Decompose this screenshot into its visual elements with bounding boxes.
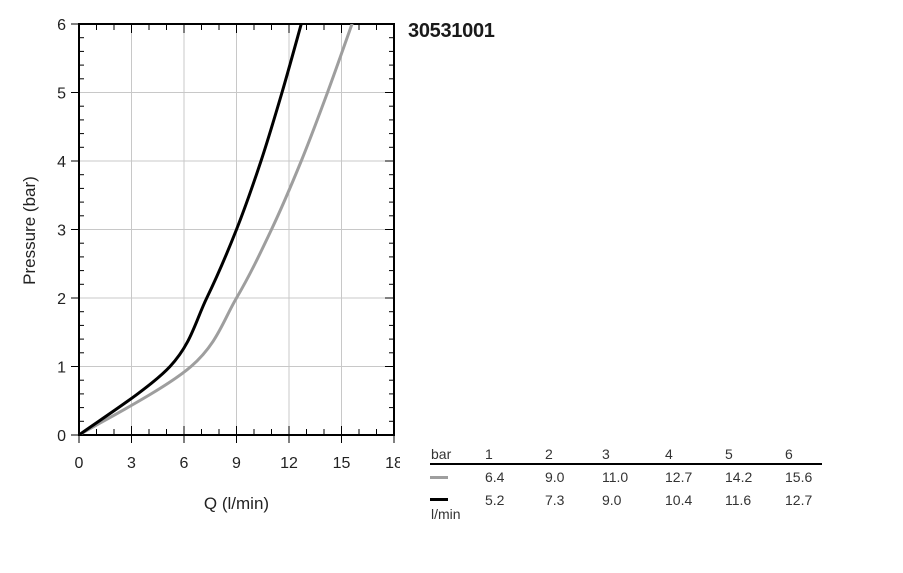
x-axis-title: Q (l/min) xyxy=(204,494,269,513)
x-tick-label: 0 xyxy=(75,455,84,472)
legend-swatch-gray xyxy=(430,476,448,479)
table-header-rule xyxy=(430,463,822,465)
table-cell: 11.0 xyxy=(602,469,629,485)
table-cell: 9.0 xyxy=(602,492,622,508)
series-line-gray xyxy=(79,24,354,435)
table-cell: 9.0 xyxy=(545,469,565,485)
series-line-black xyxy=(79,24,303,435)
y-tick-label: 2 xyxy=(57,291,66,308)
y-tick-label: 0 xyxy=(57,428,66,445)
x-tick-label: 3 xyxy=(127,455,136,472)
legend-swatch-black xyxy=(430,498,448,501)
y-tick-label: 1 xyxy=(57,360,66,377)
x-tick-label: 6 xyxy=(180,455,189,472)
y-tick-label: 6 xyxy=(57,17,66,34)
y-axis-title: Pressure (bar) xyxy=(20,176,39,285)
x-tick-label: 15 xyxy=(333,455,351,472)
table-header-pressure: 2 xyxy=(545,446,553,462)
table-header-pressure: 5 xyxy=(725,446,733,462)
y-tick-label: 3 xyxy=(57,223,66,240)
table-cell: 6.4 xyxy=(485,469,505,485)
x-tick-label: 12 xyxy=(280,455,298,472)
table-cell: 12.7 xyxy=(785,492,813,508)
table-cell: 12.7 xyxy=(665,469,693,485)
table-header-unit: bar xyxy=(431,446,452,462)
table-header-pressure: 1 xyxy=(485,446,493,462)
y-tick-label: 5 xyxy=(57,86,66,103)
x-tick-label: 9 xyxy=(232,455,241,472)
table-header-pressure: 6 xyxy=(785,446,793,462)
table-header-pressure: 3 xyxy=(602,446,610,462)
table-header-pressure: 4 xyxy=(665,446,673,462)
table-row-unit: l/min xyxy=(431,506,461,522)
table-cell: 7.3 xyxy=(545,492,565,508)
x-tick-label: 18 xyxy=(385,455,400,472)
plot-frame xyxy=(78,23,395,436)
flow-table: bar 1 2 3 4 5 6 6.4 9.0 11.0 12.7 14.2 1… xyxy=(430,446,822,528)
table-cell: 5.2 xyxy=(485,492,505,508)
y-tick-label: 4 xyxy=(57,154,66,171)
table-cell: 15.6 xyxy=(785,469,813,485)
table-cell: 10.4 xyxy=(665,492,693,508)
table-cell: 11.6 xyxy=(725,492,752,508)
table-cell: 14.2 xyxy=(725,469,753,485)
product-code: 30531001 xyxy=(408,20,495,42)
